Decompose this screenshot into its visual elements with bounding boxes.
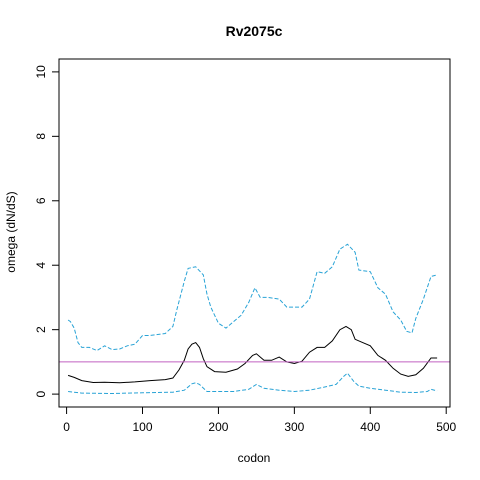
y-axis-label: omega (dN/dS) <box>4 191 18 272</box>
x-tick-label: 500 <box>436 420 456 434</box>
x-tick-label: 300 <box>284 420 304 434</box>
y-tick-label: 6 <box>34 197 48 204</box>
x-tick-label: 400 <box>360 420 380 434</box>
series-line-2 <box>67 243 438 352</box>
y-tick-label: 4 <box>34 262 48 269</box>
x-tick-label: 0 <box>63 420 70 434</box>
series-line-1 <box>67 325 438 384</box>
x-tick-label: 200 <box>208 420 228 434</box>
x-tick-label: 100 <box>132 420 152 434</box>
x-axis-label: codon <box>238 451 271 465</box>
series-line-3 <box>68 372 438 395</box>
y-axis: 0 2 4 6 8 10 <box>34 65 60 397</box>
y-tick-label: 8 <box>34 133 48 140</box>
chart-title: Rv2075c <box>226 23 283 39</box>
x-axis: 0 100 200 300 400 500 <box>63 406 457 434</box>
y-tick-label: 0 <box>34 390 48 397</box>
y-tick-label: 10 <box>34 65 48 79</box>
plot-area <box>59 243 450 395</box>
y-tick-label: 2 <box>34 326 48 333</box>
